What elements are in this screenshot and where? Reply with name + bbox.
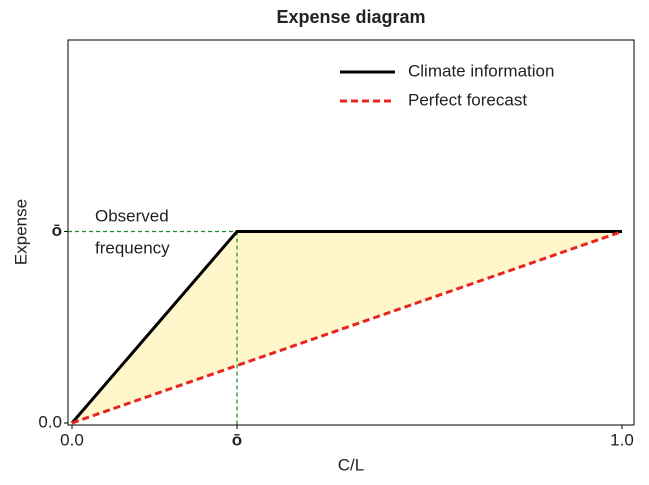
line-series (71, 230, 623, 425)
legend-label: Climate information (408, 61, 554, 80)
chart-title: Expense diagram (276, 7, 425, 27)
x-tick-label: 0.0 (60, 430, 84, 449)
annotation: frequency (95, 238, 170, 257)
x-tick-label: ō (232, 430, 242, 449)
y-tick-label: ō (52, 221, 62, 240)
annotation: Observed (95, 206, 169, 225)
line-series (70, 230, 622, 424)
x-axis-label: C/L (338, 455, 364, 474)
legend-label: Perfect forecast (408, 90, 527, 109)
plot-frame (67, 39, 635, 426)
y-tick-label: 0.0 (38, 412, 62, 431)
x-tick-label: 1.0 (610, 430, 634, 449)
y-axis-label: Expense (11, 199, 30, 265)
